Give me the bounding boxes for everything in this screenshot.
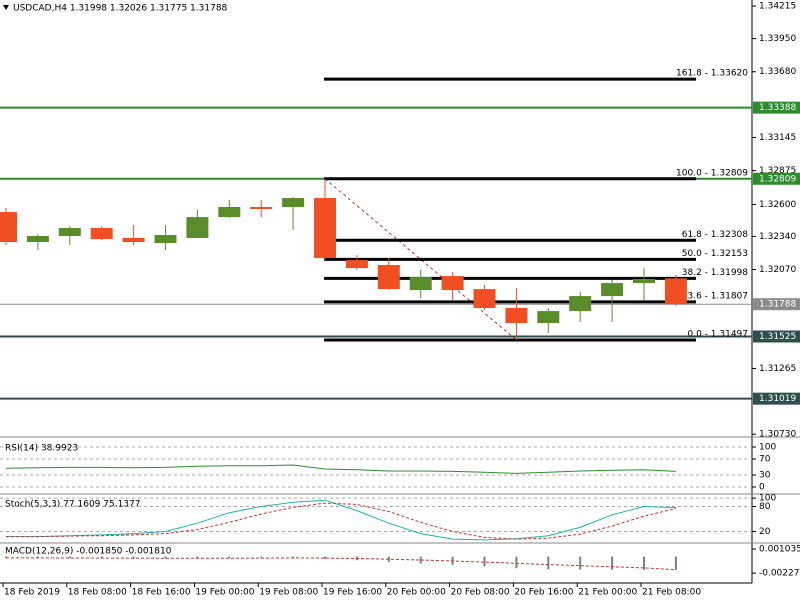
y-tick-label: 1.32070 [759,265,796,275]
x-tick-label: 21 Feb 00:00 [578,588,637,598]
price-label-box [753,392,800,405]
macd-bar [547,556,550,570]
macd-bar [483,556,486,567]
macd-bar [228,556,231,559]
stoch-title: Stoch(5,3,3) 77.1609 75.1377 [5,500,140,510]
price-label: 1.31525 [759,332,796,342]
x-tick-label: 18 Feb 16:00 [132,588,191,598]
y-tick-label: 70 [759,455,771,465]
fibo-label: 100.0 - 1.32809 [676,168,748,178]
candle-body [409,277,432,291]
y-tick-label: 1.30730 [759,430,796,440]
candle-body [90,228,113,240]
x-tick-label: 19 Feb 08:00 [259,588,318,598]
y-tick-label: 1.33950 [759,34,796,44]
candle-body [633,279,655,284]
candle-body [601,283,624,297]
x-tick-label: 19 Feb 16:00 [323,588,382,598]
x-tick-label: 19 Feb 00:00 [195,588,254,598]
price-label-box [753,330,800,343]
candle-body [282,198,305,208]
indicator-line [6,557,676,571]
macd-bar [643,556,645,570]
macd-bar [260,556,263,558]
macd-bar [5,556,7,559]
fibo-label: 0.0 - 1.31497 [688,329,749,339]
indicator-line [5,464,676,474]
candle-body [537,311,560,323]
y-tick-label: 100 [759,494,776,504]
menu-arrow [3,5,9,10]
price-label: 1.31019 [759,394,796,404]
macd-bar [68,556,71,559]
y-tick-label: 1.32340 [759,232,796,242]
y-tick-label: 80 [759,502,771,512]
y-tick-label: -0.002279 [759,569,800,579]
price-label-box [753,101,800,114]
price-label-box [753,298,800,311]
candle-body [377,265,400,290]
candle-body [58,228,81,237]
y-tick-label: 100 [759,443,776,453]
macd-title: MACD(12,26,9) -0.001850 -0.001810 [5,547,172,557]
price-label: 1.33388 [759,103,796,113]
x-tick-label: 20 Feb 08:00 [451,588,510,598]
y-tick-label: 1.32875 [759,166,796,176]
macd-bar [100,556,103,559]
candle-body [0,212,17,243]
indicator-line [6,499,676,541]
macd-bar [292,556,295,558]
x-tick-label: 18 Feb 2019 [4,588,60,598]
fibo-label: 61.8 - 1.32308 [682,230,748,240]
macd-bar [36,556,39,559]
y-tick-label: 20 [759,527,771,537]
y-tick-label: 1.33145 [759,133,796,143]
candle-body [505,308,528,323]
indicator-line [6,502,677,540]
macd-bar [515,556,518,569]
fibo-label: 50.0 - 1.32153 [682,249,748,259]
y-tick-label: 1.31265 [759,364,796,374]
candle-body [122,237,145,243]
macd-bar [196,556,199,559]
y-tick-label: 30 [759,471,771,481]
fibo-label: 161.8 - 1.33620 [676,69,748,79]
x-tick-label: 20 Feb 00:00 [387,588,446,598]
fibo-label: 38.2 - 1.31998 [682,268,748,278]
macd-bar [579,556,582,570]
y-tick-label: 1.33680 [759,67,796,77]
candle-body [26,236,49,243]
candle-body [314,198,336,258]
candle-body [441,276,464,291]
x-tick-label: 21 Feb 08:00 [642,588,701,598]
candle-body [218,207,241,218]
candle-body [664,278,687,305]
candle-body [154,235,177,244]
candle-body [250,207,273,209]
rsi-title: RSI(14) 38.9923 [5,444,78,454]
price-label-box [753,172,800,185]
y-tick-label: 0 [759,483,765,493]
macd-bar [674,556,677,571]
candle-body [186,217,209,238]
fibo-label: 23.6 - 1.31807 [682,291,748,301]
candle-body [569,296,592,312]
y-tick-label: 1.34215 [759,2,796,12]
y-tick-label: 0.001035 [759,545,800,555]
chart-title: USDCAD,H4 1.31998 1.32026 1.31775 1.3178… [13,4,228,14]
macd-bar [164,556,167,559]
candle-body [345,260,368,269]
candle-body [473,289,496,309]
price-label: 1.32809 [759,174,796,184]
macd-bar [611,556,614,570]
macd-bar [419,556,422,564]
x-tick-label: 20 Feb 16:00 [514,588,573,598]
macd-bar [324,556,326,559]
price-label: 1.31788 [759,300,796,310]
y-tick-label: 1.32600 [759,200,796,210]
macd-bar [132,556,135,559]
x-tick-label: 18 Feb 08:00 [68,588,127,598]
